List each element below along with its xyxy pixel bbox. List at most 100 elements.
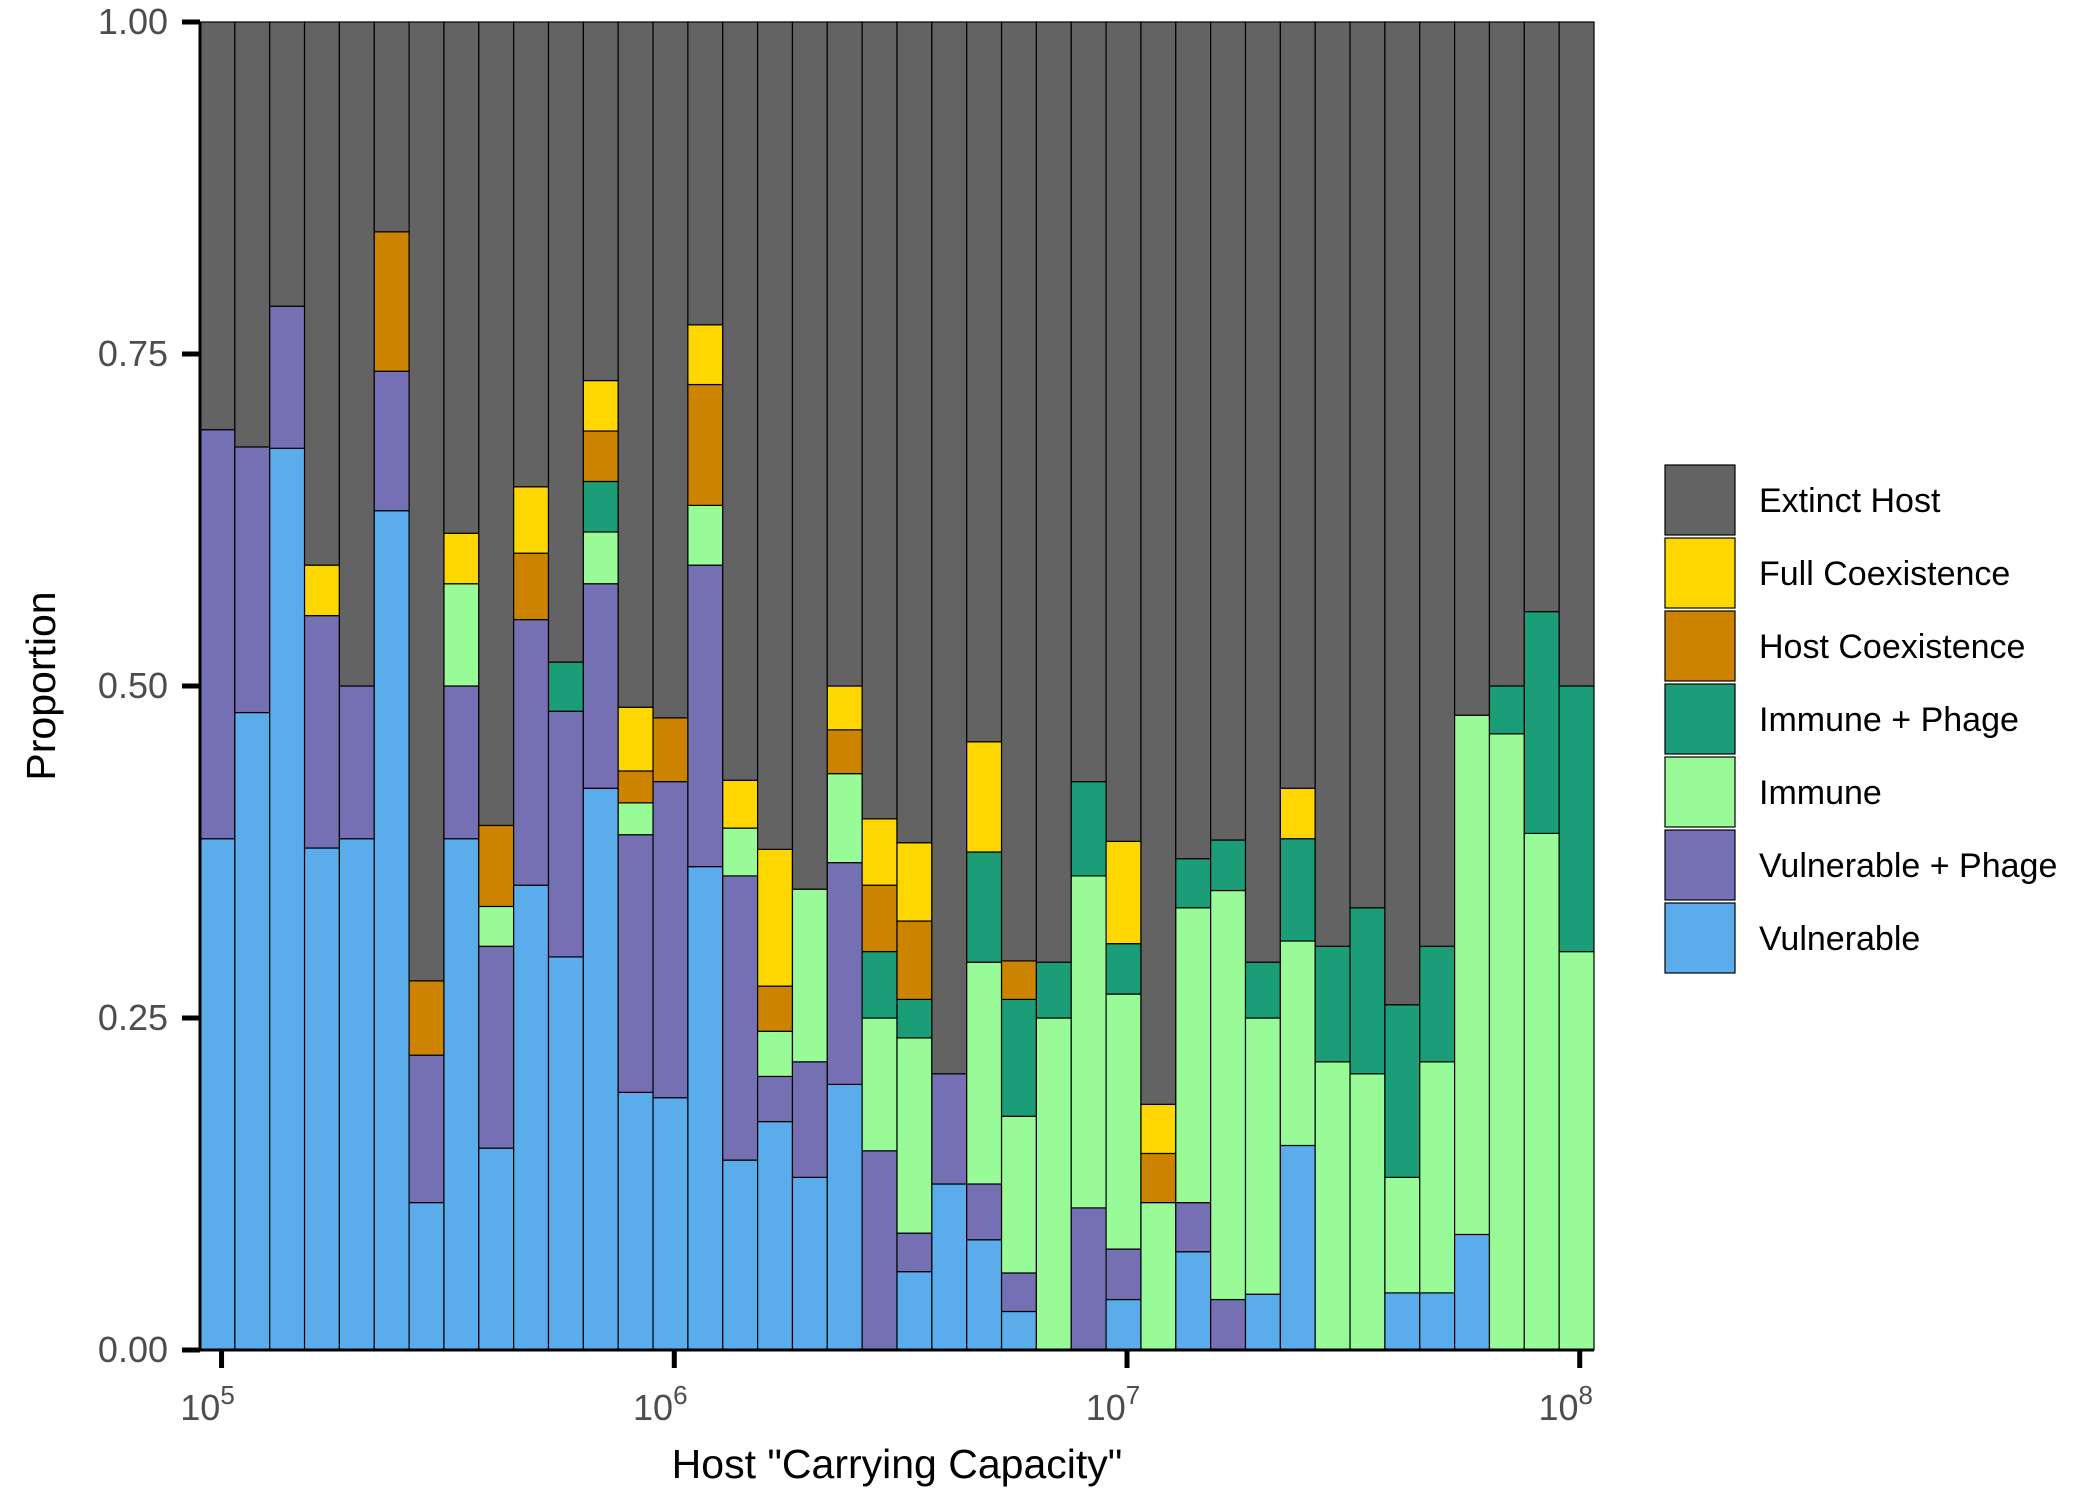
bar-segment [582, 21, 619, 382]
x-tick-label: 105 [180, 1380, 235, 1428]
bar-segment [303, 564, 340, 617]
y-ticks: 0.00 0.25 0.50 0.75 1.00 [98, 1, 200, 1370]
bar-segment [1523, 611, 1560, 835]
bar-segment [478, 824, 515, 908]
bar-segment [756, 985, 794, 1032]
bar-segment [687, 866, 724, 1351]
bar-segment [373, 21, 410, 233]
bar-segment [234, 21, 271, 448]
bar-segment [547, 21, 584, 663]
bar-segment [966, 741, 1003, 853]
bar-segment [617, 802, 654, 836]
bar-segment [1349, 1073, 1386, 1351]
bar-segment [1384, 1292, 1421, 1351]
y-axis-title: Proportion [18, 591, 64, 780]
bar-segment [1419, 21, 1456, 947]
bar-segment [1453, 21, 1491, 716]
bar-segment [1210, 889, 1247, 1301]
bar-segment [791, 21, 828, 890]
bar-segment [826, 729, 863, 775]
bar-segment [896, 21, 933, 844]
legend-key [1664, 683, 1736, 755]
bar-segment [966, 961, 1003, 1185]
y-tick-label: 0.50 [98, 665, 168, 706]
bar-segment [861, 1150, 898, 1351]
x-ticks: 105 106 107 108 [180, 1350, 1593, 1428]
bar-segment [687, 324, 724, 386]
bar-segment [687, 21, 724, 326]
legend: Extinct Host Full Coexistence Host Coexist… [1664, 464, 2057, 974]
legend-label: Immune + Phage [1759, 701, 2019, 739]
bar-segment [896, 920, 933, 1001]
bar-segment [756, 21, 794, 850]
bar-segment [861, 884, 898, 953]
bar-segment [1035, 1017, 1072, 1351]
bar-segment [1210, 839, 1247, 892]
bar-segment [896, 1037, 933, 1234]
legend-label: Vulnerable [1759, 920, 1920, 958]
bar-segment [1419, 945, 1456, 1063]
bar-segment [1105, 943, 1142, 995]
bar-segment [826, 862, 863, 1085]
x-tick-label: 107 [1086, 1380, 1141, 1428]
bar-segment [756, 1030, 794, 1078]
legend-key [1664, 902, 1736, 974]
bar-segment [1244, 961, 1281, 1019]
bar-segment [861, 21, 898, 820]
bar-segment [338, 838, 375, 1351]
bar-segment [791, 1061, 828, 1178]
bar-segment [1349, 907, 1386, 1075]
bar-segment [1175, 907, 1212, 1204]
bar-segment [1035, 961, 1072, 1019]
bar-segment [1000, 1115, 1037, 1274]
bar-segment [826, 21, 863, 687]
bar-segment [1279, 1144, 1316, 1351]
bar-segment [1000, 1272, 1037, 1313]
legend-label: Full Coexistence [1759, 555, 2010, 593]
bar-segment [1105, 1298, 1142, 1351]
bar-segment [652, 781, 689, 1099]
bar-segment [722, 779, 759, 829]
bar-segment [1384, 21, 1421, 1006]
bar-segment [791, 888, 828, 1063]
bar-segment [1419, 1061, 1456, 1294]
bar-segment [513, 486, 550, 554]
bar-segment [478, 1147, 515, 1351]
bar-segment [373, 510, 410, 1351]
bar-segment [234, 711, 271, 1351]
legend-label: Host Coexistence [1759, 628, 2025, 666]
bar-segment [861, 1017, 898, 1152]
bar-segment [617, 706, 654, 772]
bar-segment [547, 956, 584, 1351]
bar-segment [687, 383, 724, 506]
bar-segment [1488, 21, 1525, 687]
x-tick-label: 106 [633, 1380, 688, 1428]
bar-segment [1279, 787, 1316, 840]
bar-segment [1140, 21, 1177, 1105]
bar-segment [1558, 21, 1595, 687]
bar-segment [443, 583, 480, 687]
bar-segment [1314, 945, 1351, 1063]
bar-segment [1384, 1176, 1421, 1294]
bar-segment [1314, 1061, 1351, 1351]
bar-segment [1210, 1298, 1247, 1351]
bar-segment [1314, 21, 1351, 947]
bar-segment [966, 1239, 1003, 1351]
bar-segment [1244, 1293, 1281, 1351]
legend-label: Immune [1759, 774, 1882, 812]
bar-segment [1279, 838, 1316, 942]
bar-segment [826, 685, 863, 731]
bar-segment [443, 532, 480, 585]
bar-segment [1558, 685, 1595, 953]
bar-segment [617, 1091, 654, 1351]
bar-segment [478, 905, 515, 947]
bar-segment [1140, 1152, 1177, 1204]
bar-segment [826, 1083, 863, 1351]
bar-segment [1244, 1017, 1281, 1295]
bar-segment [756, 1075, 794, 1123]
bar-segment [826, 773, 863, 864]
bar-segment [303, 615, 340, 849]
bar-segment [269, 447, 306, 1351]
bar-segment [269, 21, 306, 307]
bar-segment [1000, 1310, 1037, 1351]
